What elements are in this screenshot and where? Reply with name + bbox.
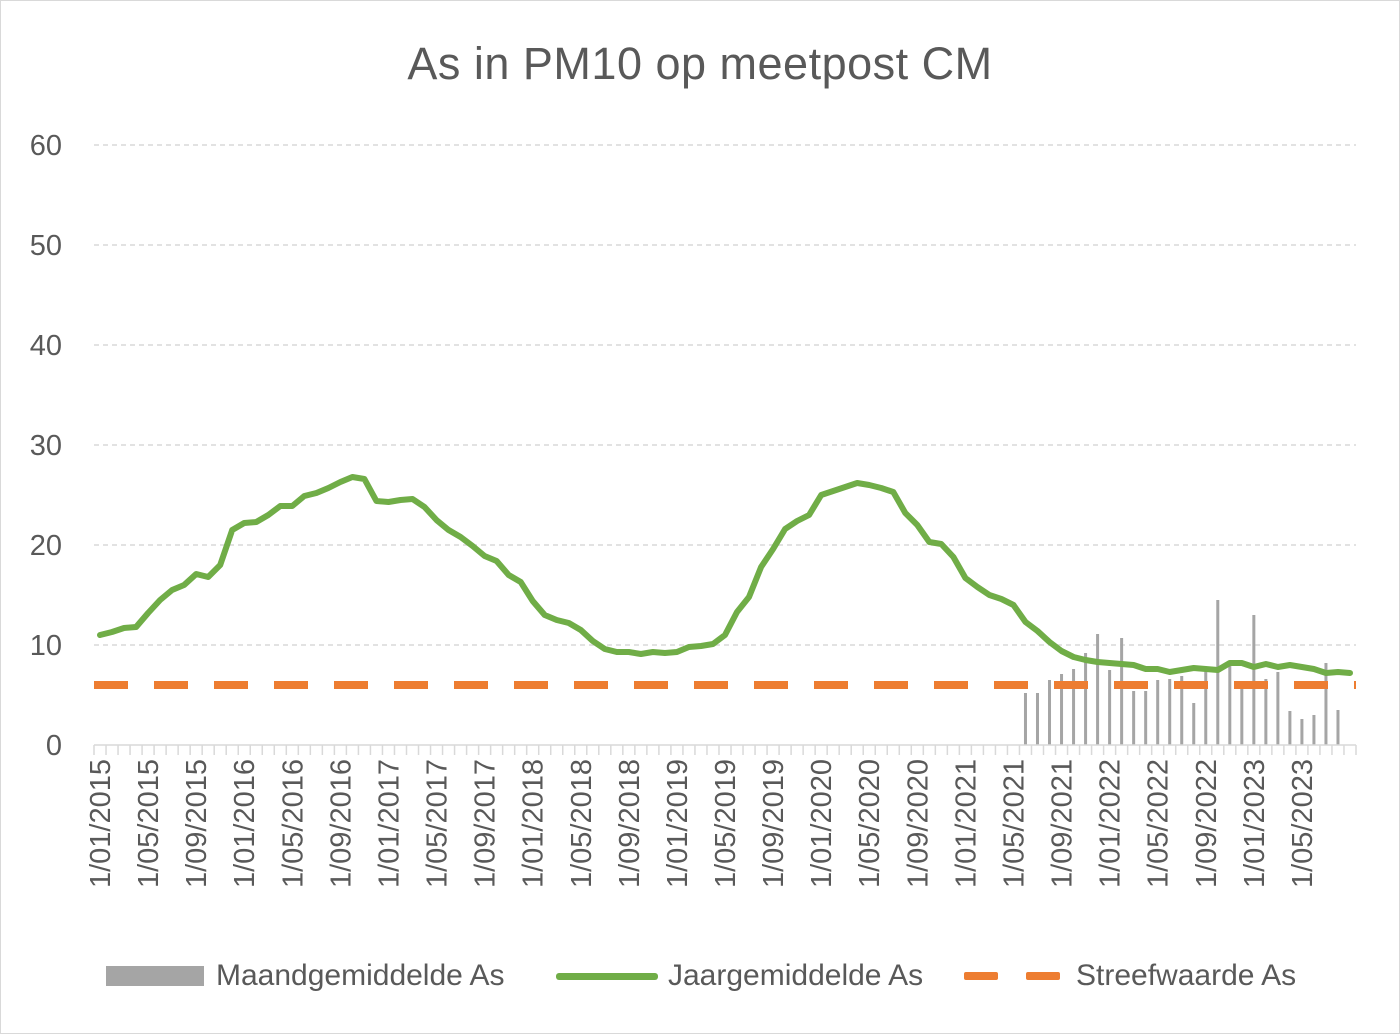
bar-maandgemiddelde	[1252, 615, 1256, 745]
bar-maandgemiddelde	[1180, 676, 1184, 745]
x-tick-label: 1/09/2017	[470, 759, 502, 888]
legend-item-maandgemiddelde: Maandgemiddelde As	[106, 952, 505, 1000]
legend-label: Streefwaarde As	[1076, 959, 1297, 992]
bar-maandgemiddelde	[1120, 638, 1124, 745]
x-tick-label: 1/09/2019	[758, 759, 790, 888]
y-tick-label: 20	[30, 530, 62, 562]
chart-title: As in PM10 op meetpost CM	[407, 38, 993, 89]
x-axis	[93, 744, 1357, 755]
x-tick-label: 1/09/2020	[902, 759, 934, 888]
x-tick-label: 1/05/2019	[710, 759, 742, 888]
bar-maandgemiddelde	[1060, 674, 1064, 745]
bar-maandgemiddelde	[1168, 679, 1172, 745]
y-tick-label: 50	[30, 230, 62, 262]
bar-maandgemiddelde	[1264, 679, 1268, 745]
legend-item-streefwaarde: Streefwaarde As	[964, 952, 1296, 1000]
legend-item-jaargemiddelde: Jaargemiddelde As	[556, 952, 923, 1000]
y-tick-label: 10	[30, 630, 62, 662]
x-tick-label: 1/01/2021	[950, 759, 982, 888]
x-tick-label: 1/09/2016	[325, 759, 357, 888]
gridlines	[94, 144, 1356, 646]
bar-maandgemiddelde	[1288, 711, 1292, 745]
x-tick-label: 1/09/2021	[1047, 759, 1079, 888]
bar-maandgemiddelde	[1204, 671, 1208, 745]
x-tick-label: 1/05/2023	[1287, 759, 1319, 888]
bar-maandgemiddelde	[1300, 719, 1304, 745]
bar-maandgemiddelde	[1228, 661, 1232, 745]
x-tick-label: 1/01/2015	[85, 759, 117, 888]
bar-maandgemiddelde	[1156, 680, 1160, 745]
y-axis-ticks: 0 10 20 30 40 50 60	[30, 130, 62, 762]
bar-maandgemiddelde	[1192, 703, 1196, 745]
x-tick-label: 1/01/2017	[373, 759, 405, 888]
bar-maandgemiddelde	[1324, 663, 1328, 745]
annual-line-group	[97, 474, 1353, 676]
bar-maandgemiddelde	[1312, 715, 1316, 745]
legend-swatch-dashed	[964, 972, 1064, 980]
y-tick-label: 30	[30, 430, 62, 462]
x-tick-label: 1/09/2022	[1191, 759, 1223, 888]
bar-maandgemiddelde	[1096, 634, 1100, 745]
x-tick-label: 1/01/2022	[1095, 759, 1127, 888]
bar-maandgemiddelde	[1132, 691, 1136, 745]
monthly-bars	[1023, 600, 1340, 745]
x-tick-label: 1/05/2016	[277, 759, 309, 888]
x-tick-label: 1/05/2020	[854, 759, 886, 888]
x-tick-label: 1/01/2023	[1239, 759, 1271, 888]
x-tick-label: 1/05/2018	[566, 759, 598, 888]
x-tick-label: 1/09/2015	[181, 759, 213, 888]
bar-maandgemiddelde	[1072, 669, 1076, 745]
legend-label: Jaargemiddelde As	[668, 959, 924, 992]
line-jaargemiddelde	[97, 474, 1353, 676]
x-tick-label: 1/05/2022	[1143, 759, 1175, 888]
x-tick-label: 1/09/2018	[614, 759, 646, 888]
legend-label: Maandgemiddelde As	[216, 959, 505, 992]
y-tick-label: 60	[30, 130, 62, 162]
bar-maandgemiddelde	[1084, 653, 1088, 745]
y-tick-label: 0	[46, 730, 62, 762]
legend: Maandgemiddelde As Jaargemiddelde As Str…	[0, 952, 1400, 1002]
legend-swatch-bar	[106, 966, 204, 986]
x-tick-label: 1/01/2019	[662, 759, 694, 888]
bar-maandgemiddelde	[1276, 672, 1280, 745]
y-tick-label: 40	[30, 330, 62, 362]
x-tick-label: 1/05/2017	[422, 759, 454, 888]
x-tick-label: 1/05/2015	[133, 759, 165, 888]
x-tick-label: 1/05/2021	[998, 759, 1030, 888]
bar-maandgemiddelde	[1108, 670, 1112, 745]
x-tick-label: 1/01/2020	[806, 759, 838, 888]
legend-swatch-line	[556, 972, 658, 980]
x-tick-label: 1/01/2016	[229, 759, 261, 888]
bar-maandgemiddelde	[1336, 710, 1340, 745]
bar-maandgemiddelde	[1240, 689, 1244, 745]
bar-maandgemiddelde	[1144, 691, 1148, 745]
x-axis-tick-labels: 1/01/2015 1/05/2015 1/09/2015 1/01/2016 1/05…	[85, 759, 1319, 888]
bar-maandgemiddelde	[1048, 680, 1052, 745]
bar-maandgemiddelde	[1023, 693, 1027, 745]
x-tick-label: 1/01/2018	[518, 759, 550, 888]
bar-maandgemiddelde	[1035, 693, 1039, 745]
